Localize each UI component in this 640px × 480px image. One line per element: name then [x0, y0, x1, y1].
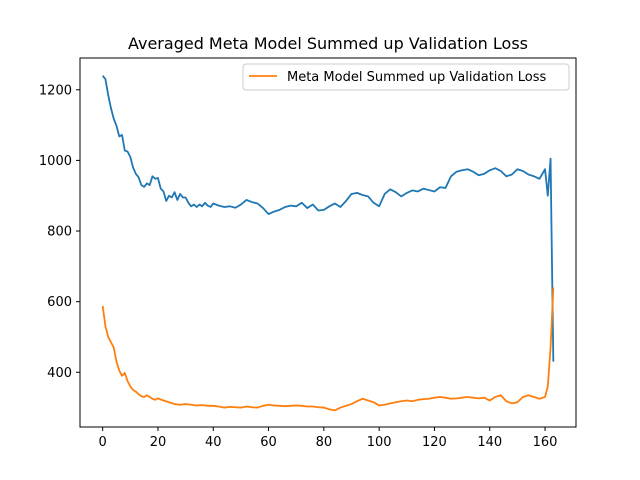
- plot-area-frame: [79, 57, 577, 428]
- y-tick-label: 600: [47, 295, 72, 310]
- y-tick-label: 800: [47, 225, 72, 240]
- y-tick-label: 1000: [39, 154, 72, 169]
- x-tick-label: 60: [260, 435, 277, 450]
- x-tick-label: 100: [367, 435, 392, 450]
- legend: Meta Model Summed up Validation Loss: [242, 63, 570, 91]
- series-line-blue: [101, 75, 555, 362]
- chart-title: Averaged Meta Model Summed up Validation…: [128, 34, 528, 53]
- x-tick-label: 160: [533, 435, 558, 450]
- x-tick-label: 80: [316, 435, 333, 450]
- x-tick-label: 40: [205, 435, 222, 450]
- x-tick-label: 0: [99, 435, 107, 450]
- series-line-orange: [101, 287, 555, 412]
- legend-label: Meta Model Summed up Validation Loss: [287, 70, 546, 85]
- y-tick-label: 1200: [39, 83, 72, 98]
- x-tick-label: 20: [150, 435, 167, 450]
- x-tick-label: 120: [422, 435, 447, 450]
- legend-box: [242, 63, 570, 91]
- x-tick-label: 140: [477, 435, 502, 450]
- y-tick-label: 400: [47, 366, 72, 381]
